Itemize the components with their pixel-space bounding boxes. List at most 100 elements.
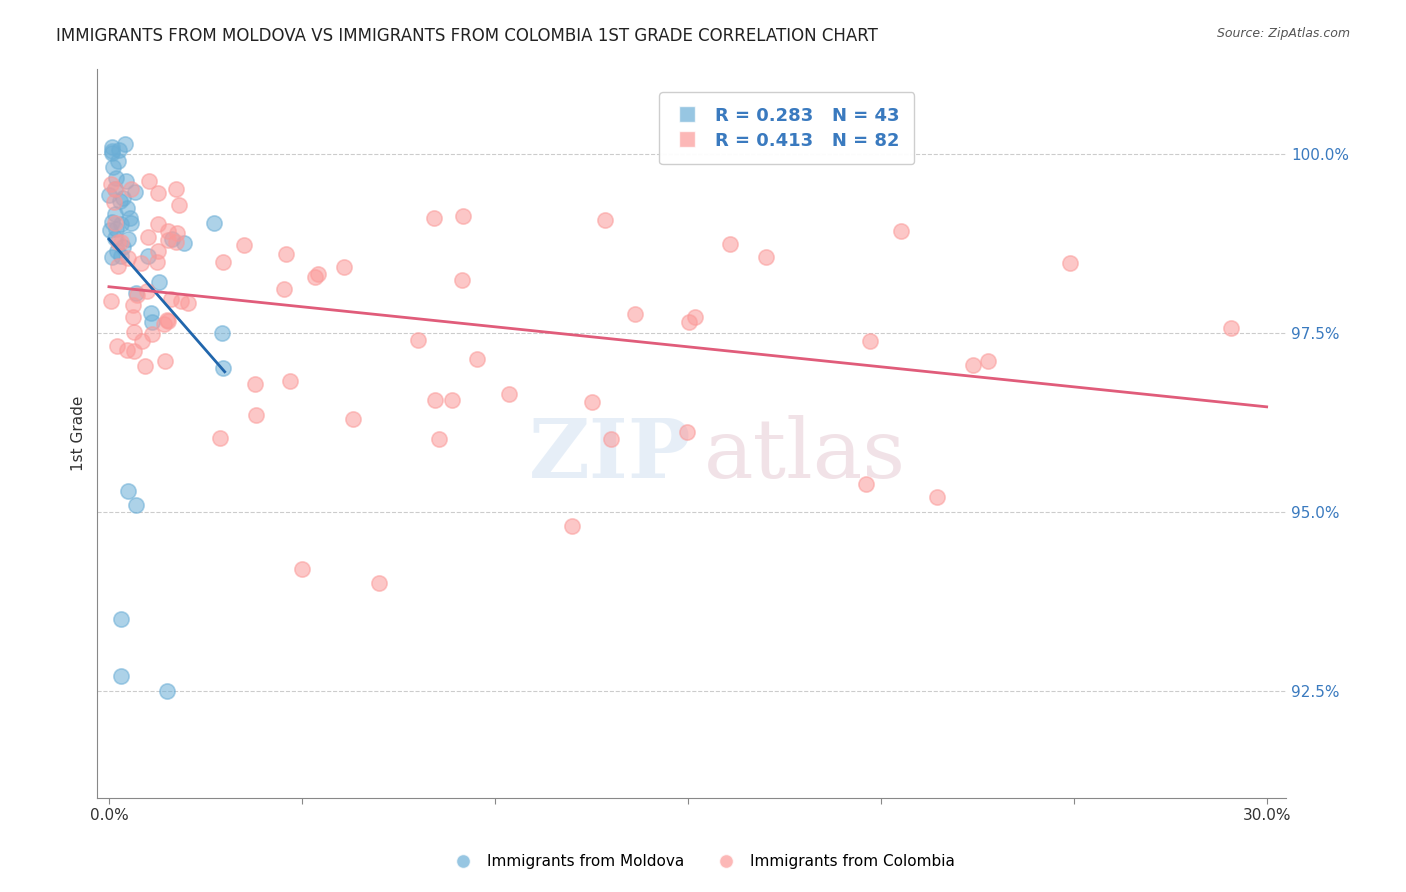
Immigrants from Colombia bbox=[115, 343, 138, 358]
Immigrants from Colombia bbox=[304, 270, 326, 285]
Text: ZIP: ZIP bbox=[529, 415, 692, 495]
Immigrants from Colombia bbox=[273, 282, 295, 296]
Immigrants from Colombia bbox=[170, 293, 193, 308]
Immigrants from Moldova bbox=[110, 249, 132, 263]
Immigrants from Colombia bbox=[333, 260, 356, 275]
Immigrants from Moldova bbox=[98, 223, 121, 237]
Immigrants from Moldova bbox=[111, 191, 134, 205]
Immigrants from Colombia bbox=[925, 490, 948, 504]
Immigrants from Colombia bbox=[1059, 256, 1081, 270]
Immigrants from Moldova bbox=[112, 240, 135, 254]
Immigrants from Colombia bbox=[122, 310, 145, 325]
Immigrants from Colombia bbox=[104, 216, 127, 230]
Immigrants from Moldova bbox=[101, 144, 124, 158]
Immigrants from Colombia bbox=[624, 307, 647, 321]
Immigrants from Moldova bbox=[101, 251, 124, 265]
Immigrants from Colombia bbox=[451, 209, 474, 223]
Immigrants from Moldova bbox=[139, 306, 162, 320]
Immigrants from Colombia bbox=[245, 408, 267, 422]
Immigrants from Colombia bbox=[107, 235, 129, 250]
Immigrants from Colombia bbox=[146, 244, 169, 258]
Immigrants from Moldova bbox=[103, 231, 125, 245]
Immigrants from Colombia bbox=[177, 296, 200, 310]
Immigrants from Colombia bbox=[124, 343, 146, 358]
Legend: Immigrants from Moldova, Immigrants from Colombia: Immigrants from Moldova, Immigrants from… bbox=[446, 848, 960, 875]
Immigrants from Moldova bbox=[125, 498, 148, 512]
Text: IMMIGRANTS FROM MOLDOVA VS IMMIGRANTS FROM COLOMBIA 1ST GRADE CORRELATION CHART: IMMIGRANTS FROM MOLDOVA VS IMMIGRANTS FR… bbox=[56, 27, 879, 45]
Immigrants from Colombia bbox=[678, 315, 700, 329]
Immigrants from Colombia bbox=[105, 339, 128, 353]
Immigrants from Colombia bbox=[136, 285, 159, 299]
Immigrants from Colombia bbox=[307, 268, 329, 282]
Immigrants from Colombia bbox=[600, 432, 623, 446]
Immigrants from Colombia bbox=[427, 432, 450, 446]
Immigrants from Colombia bbox=[120, 181, 142, 195]
Immigrants from Colombia bbox=[718, 237, 741, 252]
Immigrants from Colombia bbox=[581, 394, 603, 409]
Immigrants from Colombia bbox=[440, 393, 463, 408]
Immigrants from Moldova bbox=[110, 669, 132, 683]
Immigrants from Colombia bbox=[165, 235, 187, 249]
Immigrants from Colombia bbox=[342, 412, 364, 426]
Immigrants from Colombia bbox=[291, 562, 314, 576]
Immigrants from Colombia bbox=[962, 358, 984, 372]
Legend: R = 0.283   N = 43, R = 0.413   N = 82: R = 0.283 N = 43, R = 0.413 N = 82 bbox=[659, 92, 914, 164]
Immigrants from Moldova bbox=[211, 360, 233, 375]
Immigrants from Colombia bbox=[166, 226, 188, 240]
Immigrants from Colombia bbox=[110, 235, 132, 249]
Text: atlas: atlas bbox=[703, 415, 905, 495]
Immigrants from Colombia bbox=[561, 519, 583, 533]
Immigrants from Colombia bbox=[104, 182, 127, 196]
Immigrants from Moldova bbox=[101, 161, 124, 175]
Immigrants from Colombia bbox=[100, 293, 122, 308]
Immigrants from Moldova bbox=[110, 217, 132, 231]
Immigrants from Colombia bbox=[134, 359, 156, 373]
Immigrants from Colombia bbox=[165, 182, 187, 196]
Immigrants from Moldova bbox=[202, 216, 225, 230]
Immigrants from Moldova bbox=[103, 207, 125, 221]
Immigrants from Colombia bbox=[122, 325, 145, 339]
Immigrants from Moldova bbox=[173, 235, 195, 250]
Immigrants from Colombia bbox=[425, 392, 447, 407]
Immigrants from Moldova bbox=[156, 683, 179, 698]
Immigrants from Colombia bbox=[977, 353, 1000, 368]
Immigrants from Moldova bbox=[110, 194, 132, 209]
Immigrants from Moldova bbox=[101, 145, 124, 160]
Immigrants from Moldova bbox=[117, 232, 139, 246]
Immigrants from Colombia bbox=[593, 212, 616, 227]
Immigrants from Colombia bbox=[212, 255, 235, 269]
Immigrants from Moldova bbox=[98, 188, 121, 202]
Immigrants from Colombia bbox=[157, 223, 180, 237]
Immigrants from Moldova bbox=[105, 244, 128, 258]
Immigrants from Colombia bbox=[855, 476, 877, 491]
Immigrants from Moldova bbox=[107, 153, 129, 168]
Immigrants from Moldova bbox=[110, 612, 132, 626]
Immigrants from Colombia bbox=[243, 377, 266, 392]
Immigrants from Moldova bbox=[105, 171, 128, 186]
Immigrants from Moldova bbox=[125, 285, 148, 300]
Immigrants from Colombia bbox=[107, 260, 129, 274]
Immigrants from Moldova bbox=[124, 185, 146, 199]
Immigrants from Colombia bbox=[167, 198, 190, 212]
Immigrants from Colombia bbox=[131, 334, 153, 349]
Immigrants from Colombia bbox=[153, 317, 176, 331]
Y-axis label: 1st Grade: 1st Grade bbox=[72, 396, 86, 471]
Immigrants from Colombia bbox=[209, 431, 232, 445]
Immigrants from Colombia bbox=[498, 387, 520, 401]
Immigrants from Colombia bbox=[155, 353, 177, 368]
Immigrants from Colombia bbox=[859, 334, 882, 349]
Immigrants from Moldova bbox=[117, 483, 139, 498]
Immigrants from Colombia bbox=[675, 425, 697, 440]
Immigrants from Colombia bbox=[465, 351, 488, 366]
Immigrants from Colombia bbox=[1220, 320, 1243, 334]
Immigrants from Moldova bbox=[100, 215, 122, 229]
Immigrants from Moldova bbox=[148, 275, 170, 289]
Text: Source: ZipAtlas.com: Source: ZipAtlas.com bbox=[1216, 27, 1350, 40]
Immigrants from Colombia bbox=[683, 310, 706, 324]
Immigrants from Colombia bbox=[755, 250, 778, 264]
Immigrants from Colombia bbox=[117, 251, 139, 265]
Immigrants from Moldova bbox=[211, 326, 233, 341]
Immigrants from Colombia bbox=[141, 326, 163, 341]
Immigrants from Colombia bbox=[157, 314, 180, 328]
Immigrants from Colombia bbox=[450, 273, 472, 287]
